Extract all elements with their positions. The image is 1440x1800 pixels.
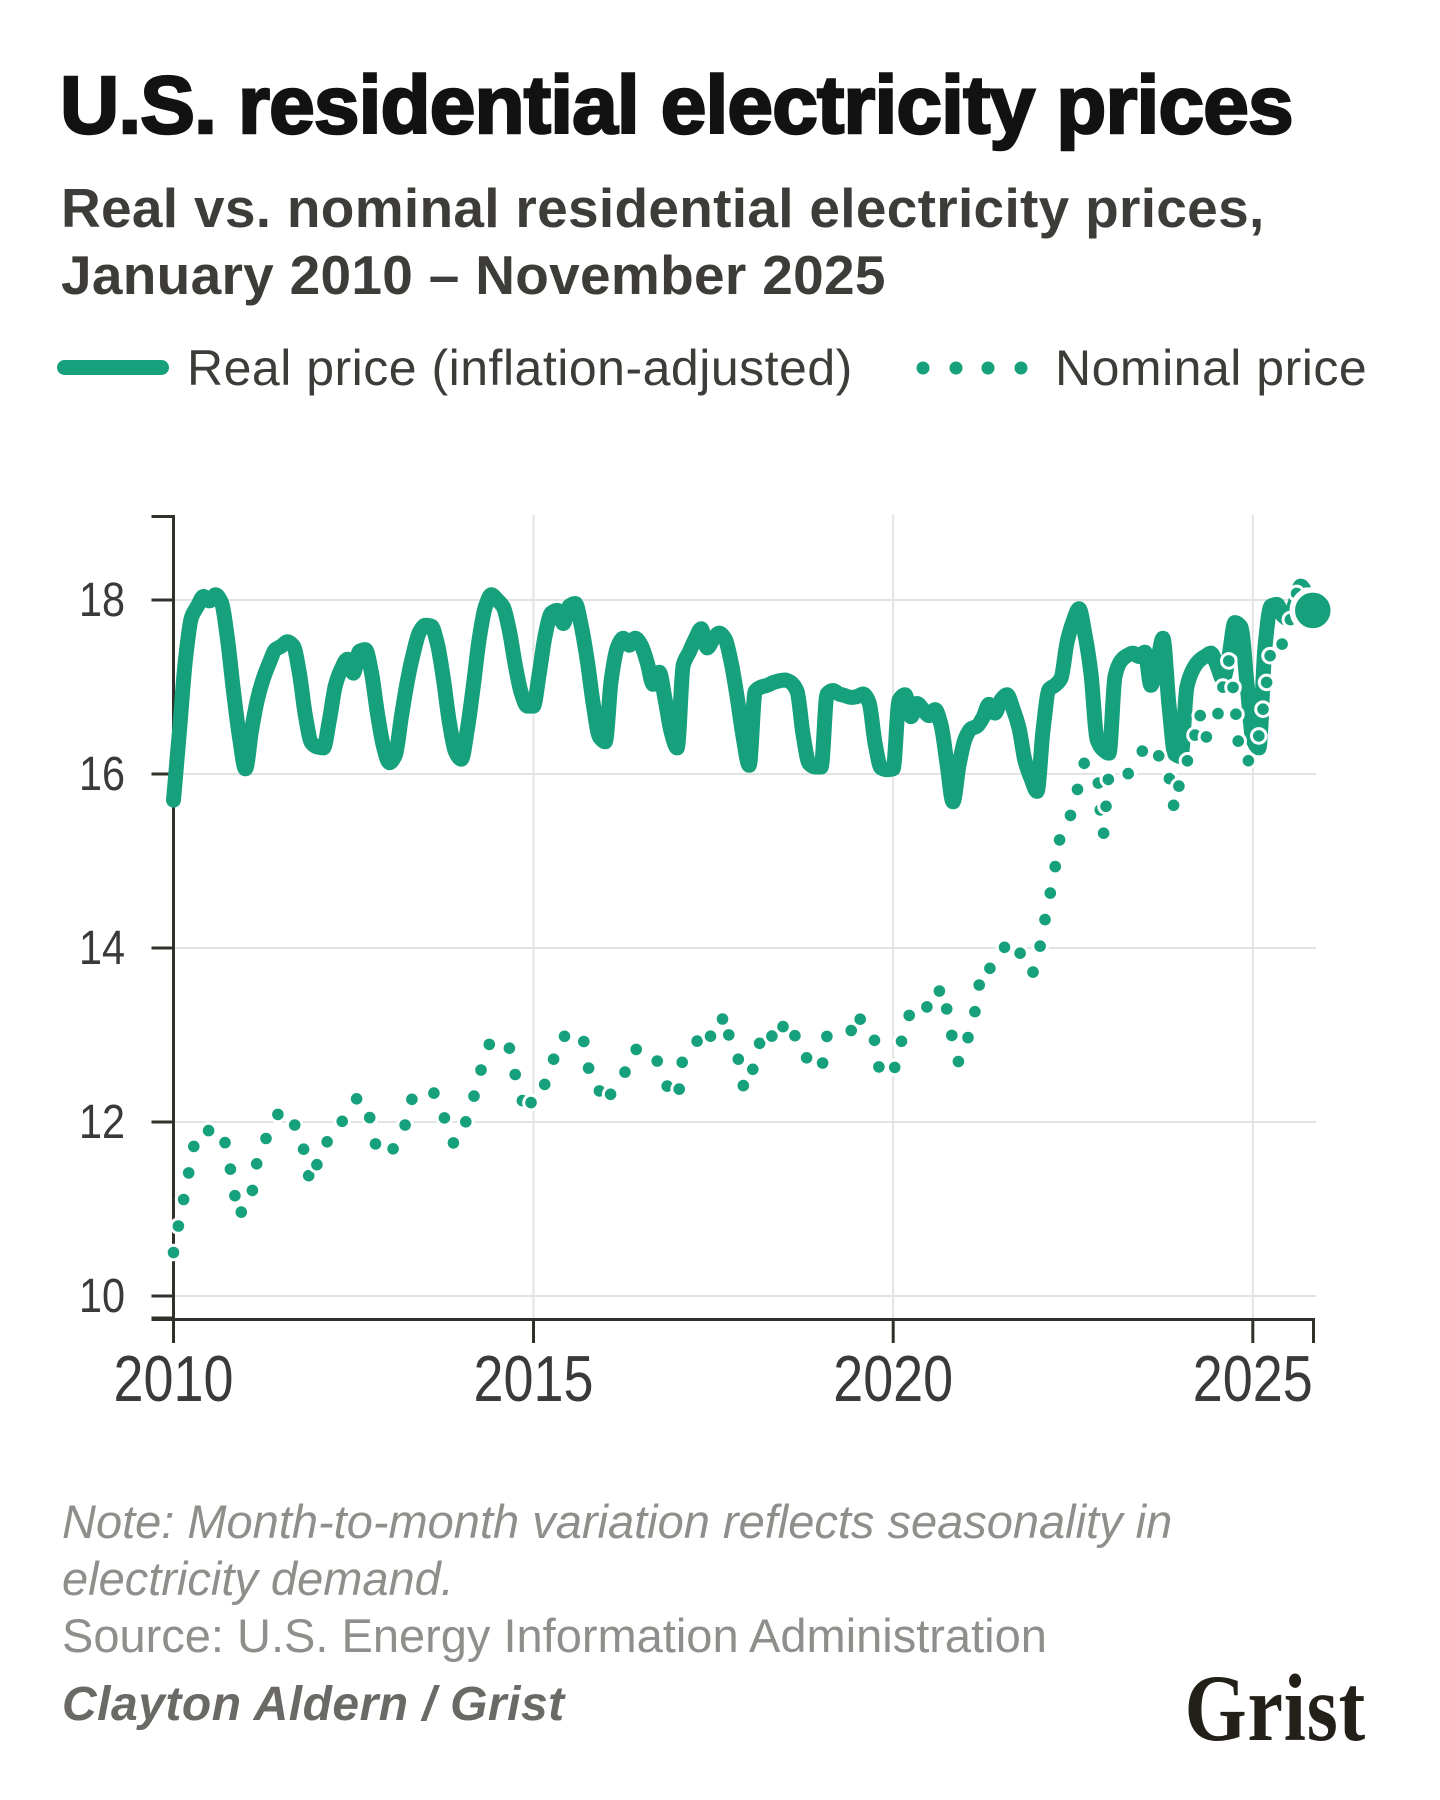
svg-text:14: 14 [79,922,125,975]
svg-text:12: 12 [79,1096,125,1149]
svg-text:2010: 2010 [114,1342,234,1415]
svg-text:2025: 2025 [1193,1342,1313,1415]
svg-text:2015: 2015 [474,1342,594,1415]
svg-text:10: 10 [79,1270,125,1323]
svg-text:Real price (inflation-adjusted: Real price (inflation-adjusted) [187,340,853,396]
svg-text:Nominal price: Nominal price [1055,340,1367,396]
svg-text:2020: 2020 [833,1342,953,1415]
svg-text:16: 16 [79,748,125,801]
svg-text:18: 18 [79,574,125,627]
